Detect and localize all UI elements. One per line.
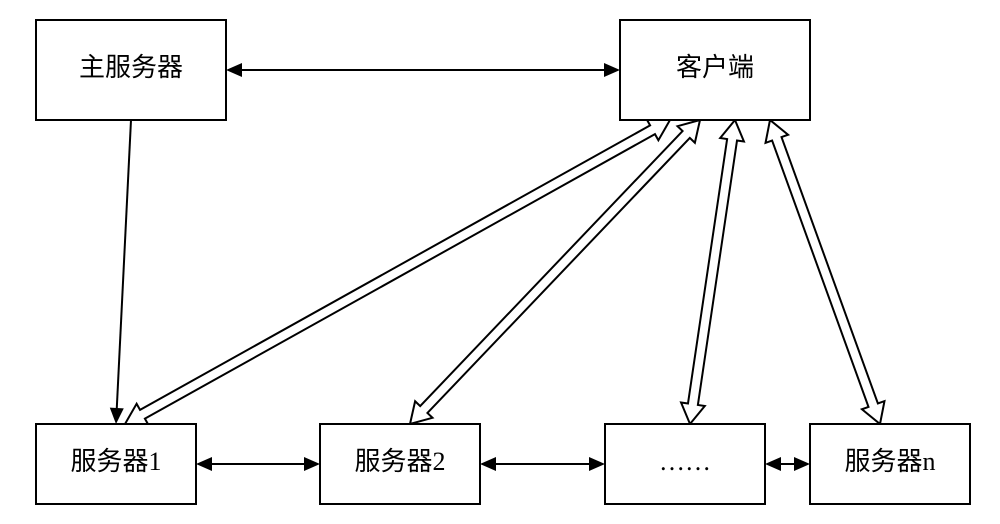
node-label-servern: 服务器n [844, 447, 935, 476]
node-label-main_server: 主服务器 [79, 53, 183, 82]
node-label-server2: 服务器2 [354, 447, 445, 476]
architecture-diagram: 主服务器 客户端服务器1 服务器2 …… 服务器n [0, 0, 1000, 524]
node-label-client: 客户端 [676, 53, 754, 82]
node-label-ellipsis: …… [659, 447, 711, 476]
node-label-server1: 服务器1 [70, 447, 161, 476]
